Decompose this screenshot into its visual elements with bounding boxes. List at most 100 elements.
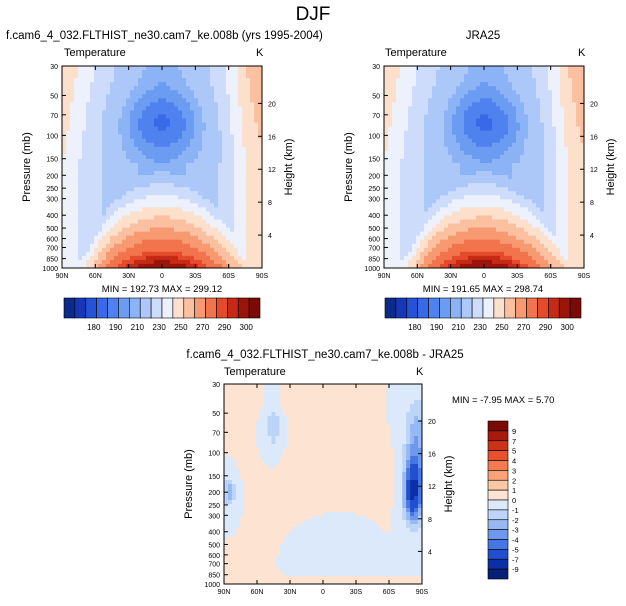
contour-cell (396, 171, 401, 176)
contour-cell (392, 167, 397, 172)
contour-cell (560, 195, 565, 200)
contour-cell (496, 199, 501, 204)
contour-cell (576, 199, 581, 204)
contour-cell (404, 247, 409, 253)
contour-cell (440, 227, 445, 233)
contour-cell (444, 162, 449, 168)
contour-cell (576, 102, 581, 107)
contour-cell (258, 134, 263, 140)
contour-cell (110, 86, 115, 91)
contour-cell (432, 114, 437, 119)
contour-cell (134, 74, 139, 79)
contour-cell (408, 90, 413, 95)
contour-cell (202, 90, 207, 95)
contour-cell (118, 259, 123, 265)
contour-cell (130, 191, 135, 196)
contour-cell (488, 167, 493, 172)
contour-cell (190, 195, 195, 200)
contour-cell (218, 167, 223, 172)
contour-cell (436, 134, 441, 140)
contour-cell (560, 211, 565, 216)
contour-cell (174, 179, 179, 184)
contour-cell (476, 126, 481, 132)
contour-cell (484, 207, 489, 212)
contour-cell (238, 235, 243, 241)
contour-cell (556, 86, 561, 91)
contour-cell (82, 154, 87, 160)
contour-cell (464, 195, 469, 200)
contour-cell (238, 130, 243, 136)
contour-cell (396, 78, 401, 83)
contour-cell (146, 199, 151, 204)
contour-cell (484, 74, 489, 79)
contour-cell (94, 199, 99, 204)
contour-cell (492, 215, 497, 220)
contour-cell (170, 167, 175, 172)
contour-cell (488, 158, 493, 164)
contour-cell (62, 146, 67, 152)
contour-cell (420, 167, 425, 172)
contour-cell (134, 179, 139, 184)
contour-cell (548, 122, 553, 127)
contour-cell (90, 219, 95, 224)
contour-cell (436, 175, 441, 180)
contour-cell (198, 259, 203, 265)
contour-cell (246, 86, 251, 91)
contour-cell (118, 263, 123, 269)
contour-cell (198, 130, 203, 136)
contour-cell (548, 203, 553, 208)
contour-cell (70, 158, 75, 164)
contour-cell (62, 243, 67, 249)
contour-cell (572, 78, 577, 83)
contour-cell (94, 162, 99, 168)
contour-cell (484, 110, 489, 115)
contour-cell (74, 90, 79, 95)
contour-cell (448, 231, 453, 237)
contour-cell (86, 78, 91, 83)
contour-cell (552, 195, 557, 200)
contour-cell (496, 239, 501, 245)
contour-cell (254, 187, 259, 192)
contour-cell (194, 223, 199, 228)
contour-cell (206, 78, 211, 83)
contour-cell (404, 114, 409, 119)
contour-cell (456, 94, 461, 99)
contour-cell (62, 150, 67, 156)
contour-cell (488, 187, 493, 192)
contour-cell (202, 134, 207, 140)
contour-cell (106, 146, 111, 152)
contour-cell (70, 94, 75, 99)
contour-cell (564, 223, 569, 228)
contour-cell (66, 154, 71, 160)
contour-cell (460, 227, 465, 233)
contour-cell (392, 235, 397, 241)
contour-cell (222, 183, 227, 188)
contour-cell (508, 211, 513, 216)
contour-cell (254, 255, 259, 261)
contour-cell (544, 138, 549, 144)
contour-cell (118, 94, 123, 99)
contour-cell (102, 78, 107, 83)
contour-cell (496, 171, 501, 176)
contour-cell (560, 150, 565, 156)
contour-cell (548, 90, 553, 95)
contour-cell (250, 195, 255, 200)
contour-cell (238, 179, 243, 184)
contour-cell (142, 162, 147, 168)
contour-cell (556, 78, 561, 83)
contour-cell (432, 78, 437, 83)
contour-cell (82, 223, 87, 228)
contour-cell (460, 211, 465, 216)
contour-cell (492, 110, 497, 115)
contour-cell (428, 162, 433, 168)
contour-cell (190, 211, 195, 216)
contour-cell (74, 219, 79, 224)
contour-cell (170, 110, 175, 115)
contour-cell (572, 98, 577, 103)
contour-cell (82, 74, 87, 79)
contour-cell (460, 70, 465, 75)
contour-cell (66, 175, 71, 180)
contour-cell (242, 90, 247, 95)
contour-cell (496, 211, 501, 216)
contour-cell (102, 126, 107, 132)
